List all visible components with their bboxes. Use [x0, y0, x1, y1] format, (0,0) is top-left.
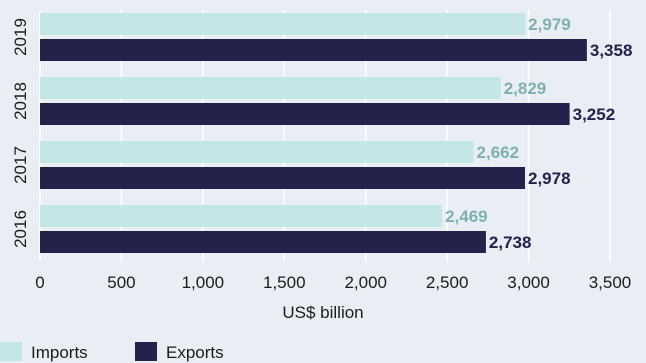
legend-label-exports: Exports	[166, 343, 224, 362]
x-tick-label: 1,500	[263, 273, 306, 292]
x-tick-label: 3,000	[507, 273, 550, 292]
legend-label-imports: Imports	[31, 343, 88, 362]
x-tick-label: 1,000	[182, 273, 225, 292]
legend-swatch-imports	[0, 342, 22, 361]
x-tick-label: 3,500	[589, 273, 632, 292]
bar-exports-2017	[40, 167, 525, 189]
value-label-exports-2017: 2,978	[528, 169, 571, 188]
bar-imports-2018	[40, 77, 501, 99]
value-label-imports-2016: 2,469	[445, 207, 488, 226]
bar-exports-2018	[40, 103, 570, 125]
x-tick-label: 500	[107, 273, 135, 292]
bar-imports-2017	[40, 141, 474, 163]
value-label-exports-2016: 2,738	[489, 233, 532, 252]
category-label-2016: 2016	[11, 210, 30, 248]
bar-imports-2016	[40, 205, 443, 227]
value-label-exports-2018: 3,252	[573, 105, 616, 124]
x-tick-label: 0	[35, 273, 44, 292]
bar-imports-2019	[40, 13, 526, 35]
category-label-2017: 2017	[11, 146, 30, 184]
legend: Imports Exports	[0, 342, 224, 362]
value-label-imports-2018: 2,829	[504, 79, 547, 98]
x-axis-ticks: 0 500 1,000 1,500 2,000 2,500 3,000 3,500	[35, 273, 631, 292]
legend-swatch-exports	[135, 342, 157, 361]
value-label-imports-2019: 2,979	[528, 15, 571, 34]
bar-exports-2016	[40, 231, 486, 253]
bar-exports-2019	[40, 39, 587, 61]
x-tick-label: 2,000	[344, 273, 387, 292]
value-label-imports-2017: 2,662	[477, 143, 520, 162]
x-tick-label: 2,500	[426, 273, 469, 292]
category-label-2018: 2018	[11, 82, 30, 120]
x-axis-title: US$ billion	[282, 303, 363, 322]
y-axis-categories: 2019 2018 2017 2016	[11, 18, 30, 248]
category-label-2019: 2019	[11, 18, 30, 56]
value-label-exports-2019: 3,358	[590, 41, 633, 60]
